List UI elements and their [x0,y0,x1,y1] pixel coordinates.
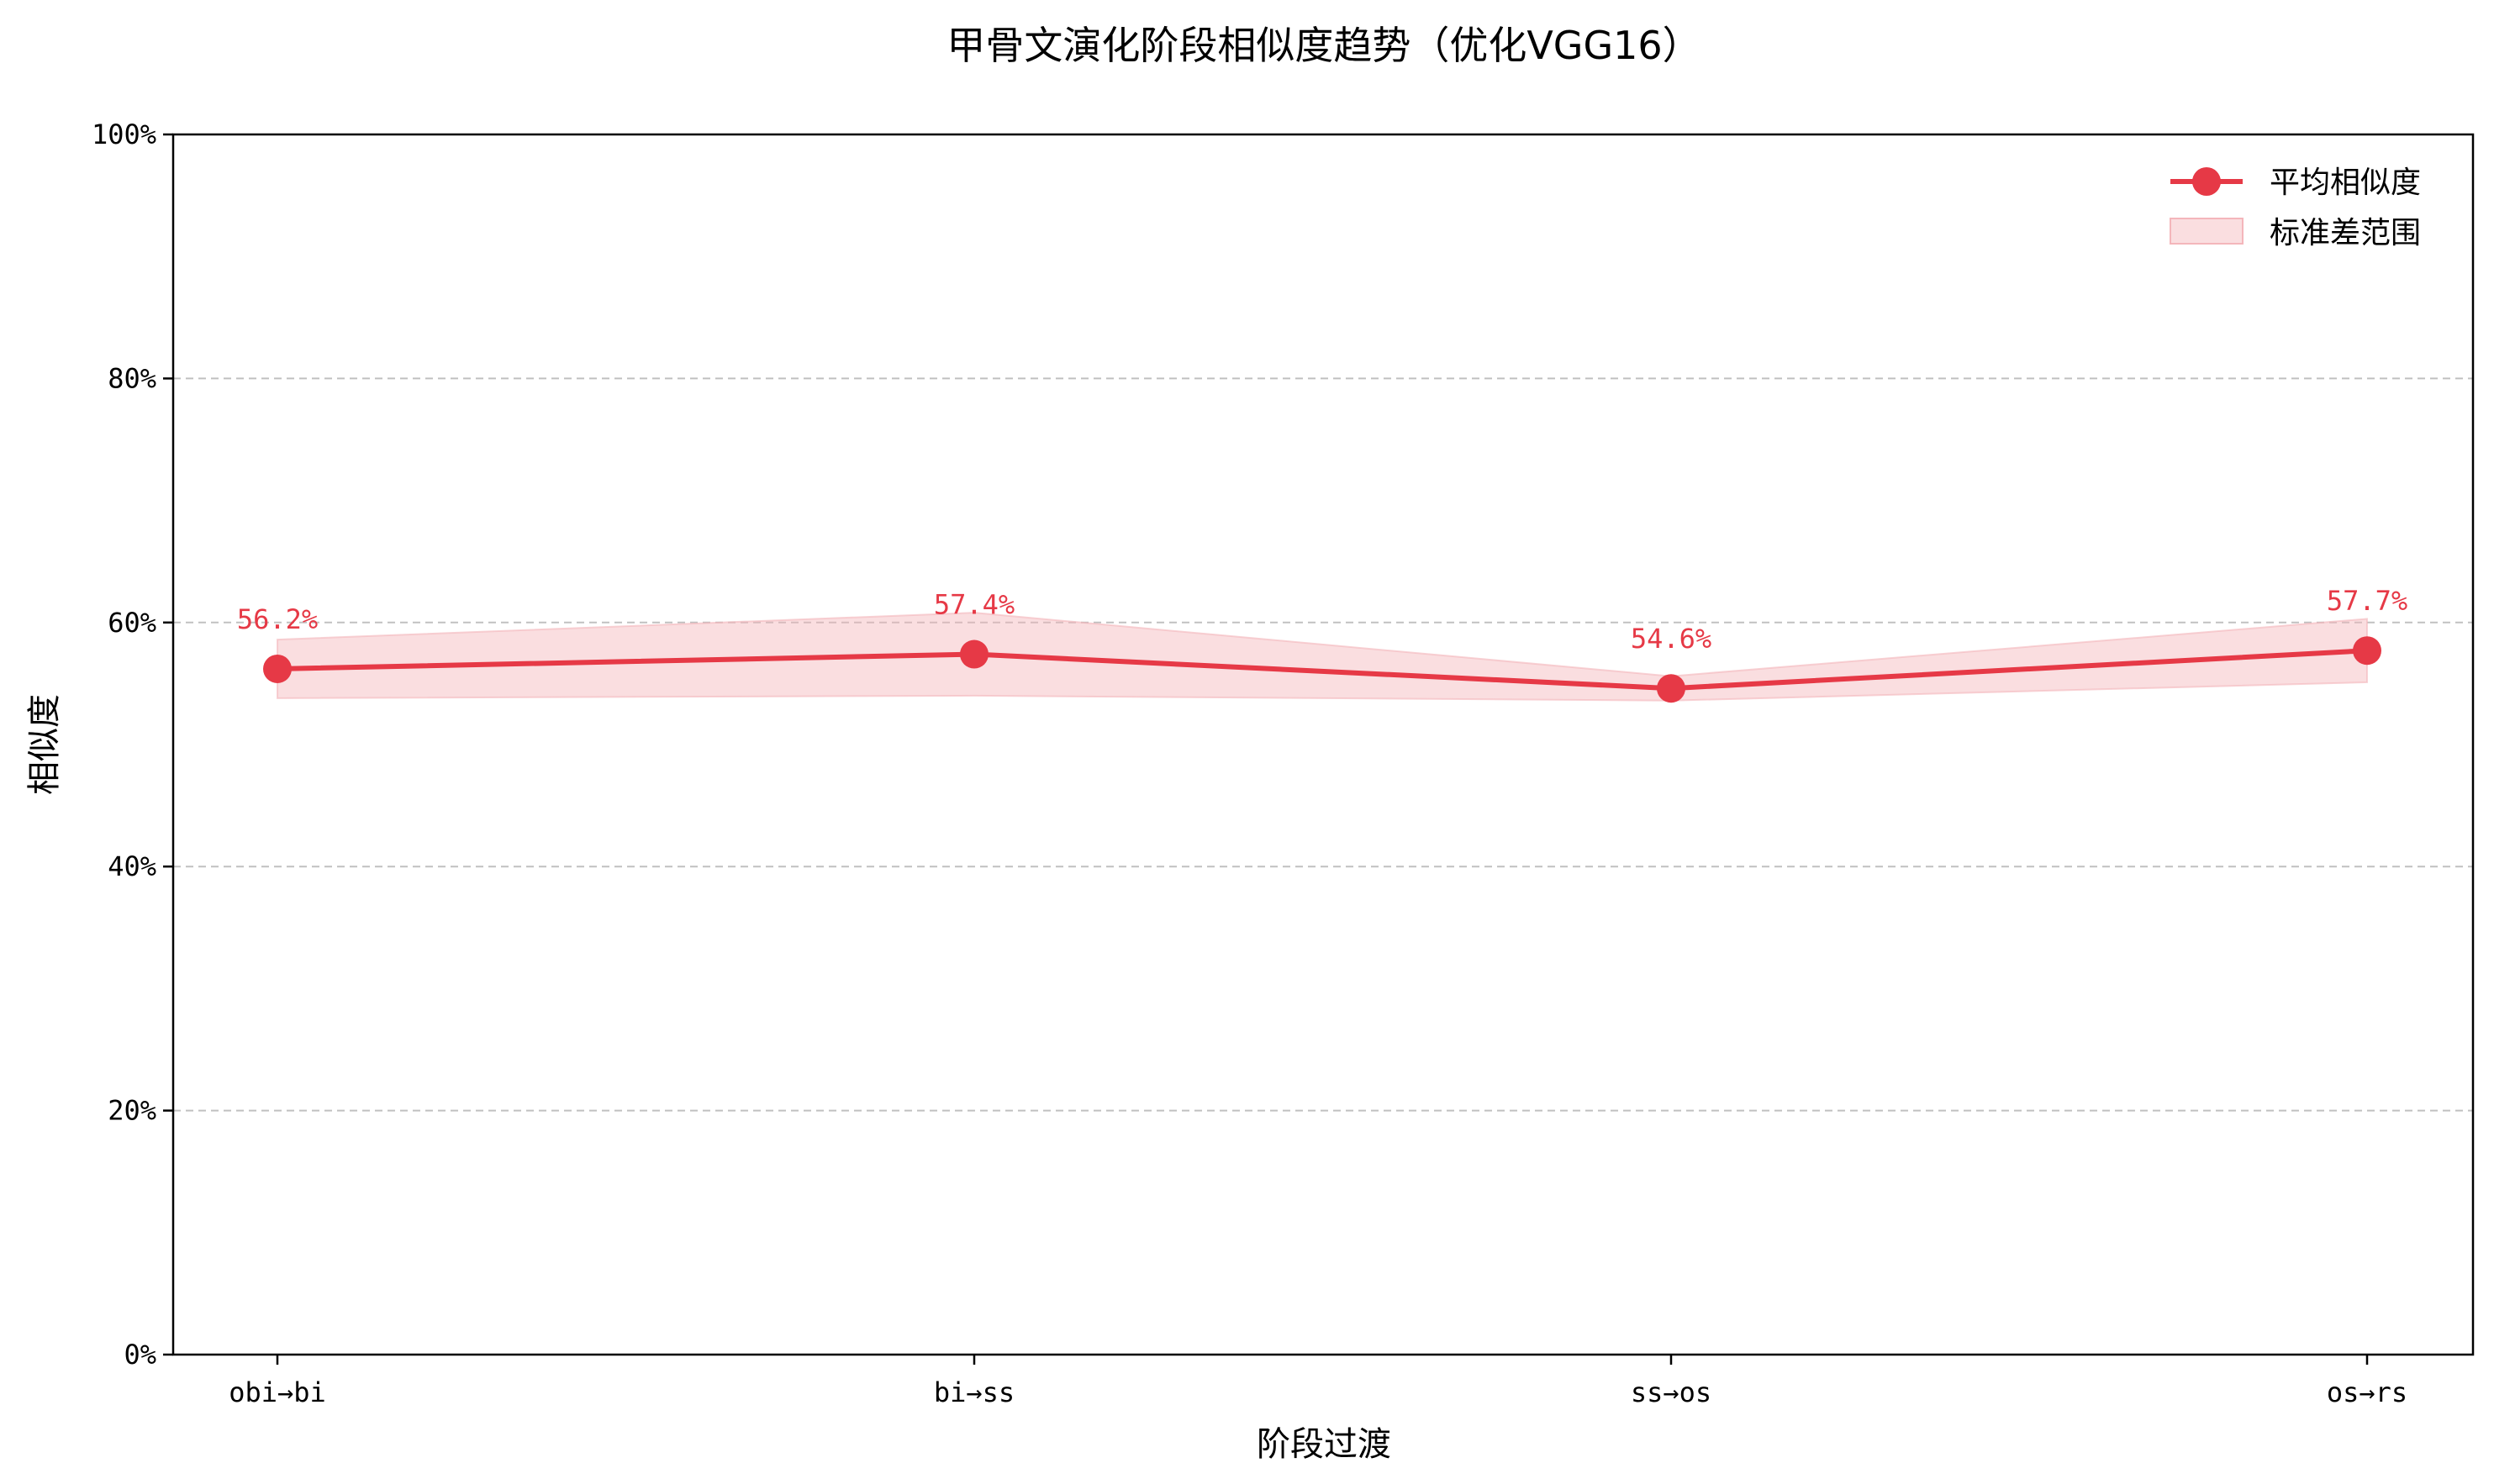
y-tick-label: 20% [108,1095,156,1127]
y-tick-label: 80% [108,362,156,394]
y-axis-ticks: 0% 20% 40% 60% 80% 100% [92,118,173,1371]
chart-title: 甲骨文演化阶段相似度趋势（优化VGG16） [946,23,1700,68]
x-axis-label: 阶段过渡 [1257,1425,1391,1464]
x-tick-label: ss→os [1631,1376,1711,1408]
y-tick-label: 100% [92,118,156,150]
series-points-layer [263,636,2381,703]
y-tick-label: 40% [108,850,156,882]
data-point [1657,674,1685,703]
x-axis-ticks: obi→bi bi→ss ss→os os→rs [229,1355,2407,1408]
data-label: 57.4% [934,589,1015,621]
data-label: 56.2% [237,603,318,635]
y-tick-label: 0% [124,1339,156,1371]
series-line [277,648,2368,692]
legend-band-label: 标准差范围 [2270,216,2421,250]
gridlines [173,377,2473,1112]
legend-series-label: 平均相似度 [2270,166,2421,200]
y-axis-label: 相似度 [25,694,64,795]
data-labels-layer: 56.2% 57.4% 54.6% 57.7% [237,585,2407,655]
data-label: 54.6% [1631,623,1711,655]
x-tick-label: os→rs [2327,1376,2407,1408]
y-tick-label: 60% [108,607,156,639]
std-band [277,612,2368,702]
data-point [960,639,989,669]
x-tick-label: obi→bi [229,1376,326,1408]
x-tick-label: bi→ss [934,1376,1015,1408]
series-line-layer [277,648,2368,692]
legend-marker-swatch [2192,167,2221,196]
legend: 平均相似度 标准差范围 [2170,166,2421,250]
plot-frame [171,133,2475,1356]
std-band-layer [277,612,2368,702]
legend-band-swatch [2170,218,2244,245]
data-label: 57.7% [2327,585,2407,617]
data-point [2353,636,2381,666]
data-point [263,654,292,683]
